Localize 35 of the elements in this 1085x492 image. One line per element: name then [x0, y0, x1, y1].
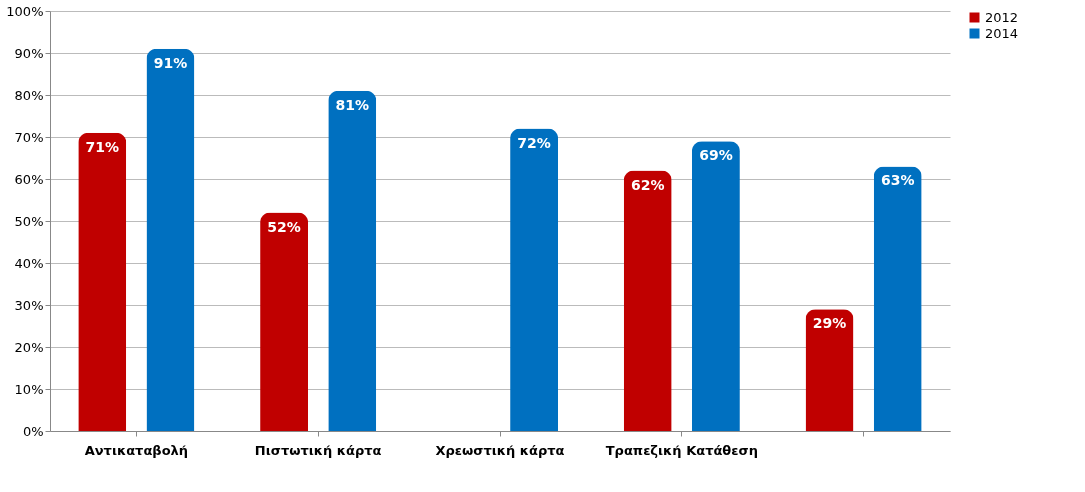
data-label: 63% — [880, 172, 915, 189]
legend-label: 2014 — [985, 25, 1019, 41]
bar — [805, 309, 854, 431]
data-label: 69% — [699, 147, 733, 164]
x-tick-label: Χρεωστική κάρτα — [435, 442, 565, 458]
bar — [873, 166, 922, 431]
data-label: 52% — [267, 218, 301, 235]
bar — [328, 90, 377, 431]
y-tick-label: 10% — [14, 381, 44, 397]
bar — [691, 141, 740, 431]
y-tick-label: 0% — [22, 423, 44, 439]
x-tick-label: Πιστωτική κάρτα — [254, 442, 382, 458]
y-tick-label: 20% — [14, 339, 44, 355]
data-label: 62% — [630, 176, 665, 193]
bar — [146, 48, 195, 431]
data-label: 29% — [812, 315, 847, 332]
y-tick-label: 100% — [6, 3, 44, 19]
y-tick-label: 70% — [14, 129, 44, 145]
legend-label: 2012 — [985, 9, 1019, 25]
data-label: 91% — [153, 54, 188, 71]
y-tick-label: 80% — [14, 87, 44, 103]
y-tick-label: 40% — [14, 255, 44, 271]
data-label: 72% — [517, 134, 551, 151]
bar — [623, 170, 672, 431]
y-tick-label: 60% — [14, 171, 44, 187]
y-tick-label: 50% — [14, 213, 44, 229]
bar — [78, 132, 127, 431]
x-tick-label: Αντικαταβολή — [84, 442, 189, 458]
bar — [510, 128, 559, 431]
y-tick-label: 30% — [14, 297, 44, 313]
x-tick-label: Τραπεζική Κατάθεση — [605, 442, 758, 458]
bar — [260, 212, 309, 431]
data-label: 81% — [335, 96, 370, 113]
y-tick-label: 90% — [14, 45, 44, 61]
data-label: 71% — [85, 138, 120, 155]
